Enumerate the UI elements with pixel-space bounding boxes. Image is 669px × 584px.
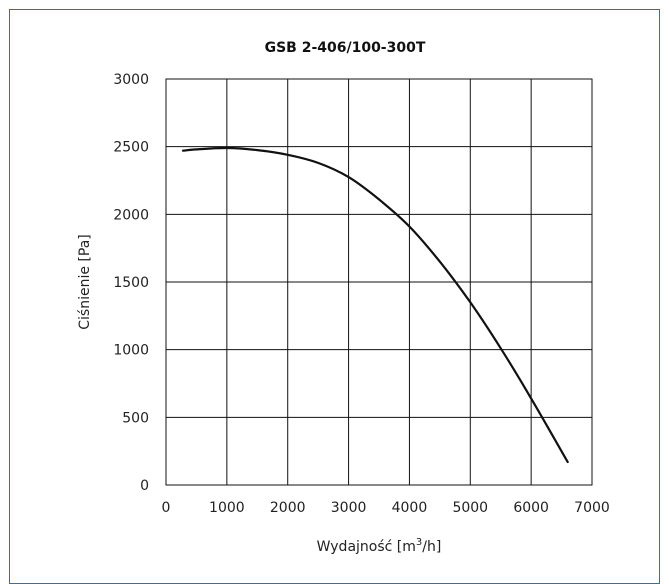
grid-layer xyxy=(166,79,592,485)
x-tick-label: 5000 xyxy=(452,500,488,516)
pressure-curve xyxy=(181,146,569,464)
x-tick-label: 4000 xyxy=(392,500,428,516)
x-axis-label: Wydajność [m3/h] xyxy=(317,537,442,555)
y-tick-label: 500 xyxy=(122,410,149,426)
tick-layer: 0 1000 2000 3000 4000 5000 6000 7000 0 500 1000 150… xyxy=(113,72,609,516)
x-tick-label: 3000 xyxy=(331,500,367,516)
chart-frame xyxy=(9,9,660,584)
chart-title: GSB 2-406/100-300T xyxy=(265,40,426,56)
x-tick-label: 0 xyxy=(162,500,171,516)
x-tick-label: 7000 xyxy=(574,500,610,516)
x-tick-label: 6000 xyxy=(513,500,549,516)
y-tick-label: 0 xyxy=(140,478,149,494)
x-tick-label: 2000 xyxy=(270,500,306,516)
y-tick-label: 2000 xyxy=(113,207,149,223)
y-tick-label: 2500 xyxy=(113,140,149,156)
y-tick-label: 3000 xyxy=(113,72,149,88)
x-tick-label: 1000 xyxy=(209,500,245,516)
y-tick-label: 1500 xyxy=(113,275,149,291)
y-axis-label: Ciśnienie [Pa] xyxy=(77,234,93,329)
plot-area xyxy=(165,78,593,486)
y-tick-label: 1000 xyxy=(113,343,149,359)
